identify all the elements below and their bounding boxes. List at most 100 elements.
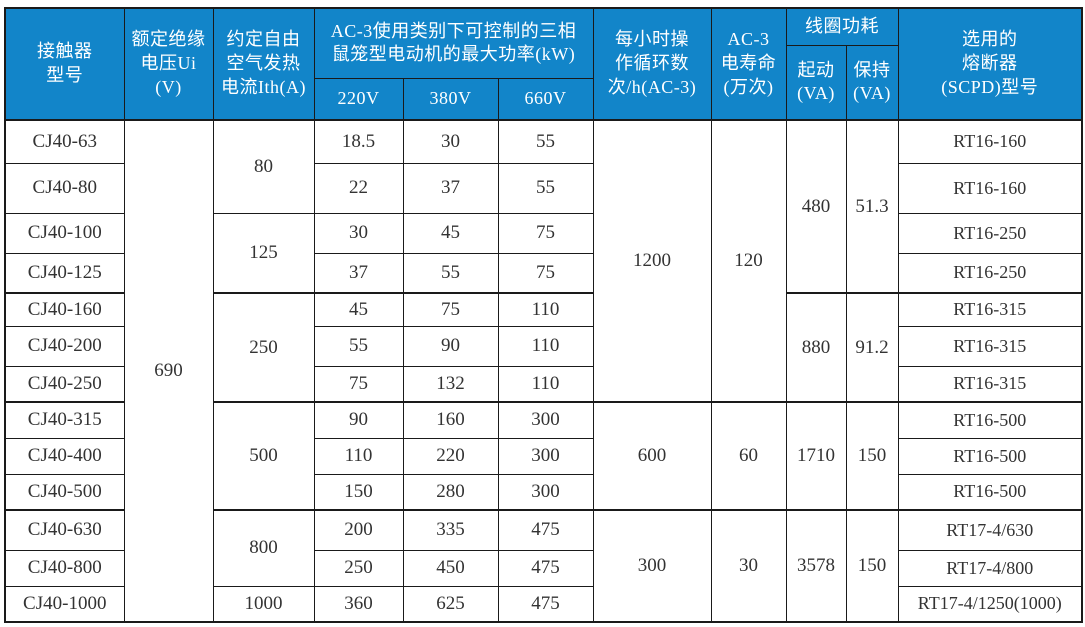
- cell-fuse: RT16-250: [897, 252, 1083, 294]
- cell-kw-660: 110: [497, 292, 594, 327]
- cell-model: CJ40-250: [4, 365, 125, 403]
- cell-kw-380: 450: [402, 549, 499, 587]
- table-row: CJ40-250 75 132 110 RT16-315: [4, 365, 1083, 403]
- cell-kw-660: 475: [497, 585, 594, 623]
- header-row-2: 起动 (VA) 保持 (VA): [5, 44, 1082, 121]
- cell-model: CJ40-80: [4, 162, 125, 214]
- cell-kw-220: 200: [313, 509, 404, 551]
- cell-kw-380: 160: [402, 401, 499, 439]
- cell-kw-380: 280: [402, 473, 499, 511]
- table-header: 接触器 型号 额定绝缘 电压Ui (V) 约定自由 空气发热 电流Ith(A) …: [4, 7, 1083, 121]
- cell-kw-220: 18.5: [313, 119, 404, 164]
- cell-kw-380: 45: [402, 212, 499, 254]
- header-660v: 660V: [497, 77, 594, 121]
- cell-kw-660: 300: [497, 473, 594, 511]
- cell-thermal-current: 125: [212, 212, 315, 294]
- cell-electrical-life: 60: [710, 401, 787, 511]
- cell-coil-hold: 150: [845, 509, 899, 623]
- cell-coil-start: 1710: [785, 401, 847, 511]
- cell-kw-380: 90: [402, 325, 499, 367]
- cell-fuse: RT16-315: [897, 292, 1083, 327]
- table-row: CJ40-80 22 37 55 RT16-160: [4, 162, 1083, 214]
- cell-kw-220: 55: [313, 325, 404, 367]
- header-220v: 220V: [313, 77, 404, 121]
- cell-kw-220: 360: [313, 585, 404, 623]
- cell-fuse: RT17-4/1250(1000): [897, 585, 1083, 623]
- cell-fuse: RT17-4/630: [897, 509, 1083, 551]
- cell-fuse: RT16-500: [897, 401, 1083, 439]
- header-coil-hold: 保持 (VA): [845, 44, 899, 121]
- cell-kw-380: 37: [402, 162, 499, 214]
- table-row: CJ40-200 55 90 110 RT16-315: [4, 325, 1083, 367]
- cell-cycles: 300: [592, 509, 712, 623]
- cell-fuse: RT16-500: [897, 437, 1083, 475]
- cell-kw-380: 55: [402, 252, 499, 294]
- cell-electrical-life: 120: [710, 119, 787, 403]
- cell-kw-220: 30: [313, 212, 404, 254]
- table-row: CJ40-1000 1000 360 625 475 RT17-4/1250(1…: [4, 585, 1083, 623]
- cell-coil-hold: 51.3: [845, 119, 899, 294]
- cell-kw-660: 55: [497, 162, 594, 214]
- cell-cycles: 1200: [592, 119, 712, 403]
- header-electrical-life: AC-3 电寿命 (万次): [710, 7, 787, 121]
- table-row: CJ40-630 800 200 335 475 300 30 3578 150…: [4, 509, 1083, 623]
- cell-model: CJ40-63: [4, 119, 125, 164]
- cell-model: CJ40-125: [4, 252, 125, 294]
- cell-kw-660: 475: [497, 549, 594, 587]
- cell-fuse: RT16-500: [897, 473, 1083, 511]
- cell-kw-220: 37: [313, 252, 404, 294]
- cell-thermal-current: 500: [212, 401, 315, 511]
- cell-kw-660: 475: [497, 509, 594, 551]
- header-kw-group: AC-3使用类别下可控制的三相 鼠笼型电动机的最大功率(kW): [313, 7, 594, 79]
- cell-fuse: RT16-160: [897, 119, 1083, 164]
- cell-fuse: RT16-160: [897, 162, 1083, 214]
- cell-kw-380: 625: [402, 585, 499, 623]
- table-row: CJ40-63 690 80 18.5 30 55 1200 120 480 5…: [4, 119, 1083, 623]
- cell-thermal-current: 80: [212, 119, 315, 214]
- header-row-1: 接触器 型号 额定绝缘 电压Ui (V) 约定自由 空气发热 电流Ith(A) …: [4, 7, 1083, 121]
- cell-fuse: RT17-4/800: [897, 549, 1083, 587]
- header-row-3: 220V 380V 660V: [5, 77, 1082, 121]
- cell-electrical-life: 30: [710, 509, 787, 623]
- cell-fuse: RT16-315: [897, 325, 1083, 367]
- cell-model: CJ40-315: [4, 401, 125, 439]
- cell-kw-220: 250: [313, 549, 404, 587]
- cell-coil-hold: 150: [845, 401, 899, 511]
- cell-coil-start: 880: [785, 292, 847, 403]
- header-cycles: 每小时操 作循环数 次/h(AC-3): [592, 7, 712, 121]
- cell-cycles: 600: [592, 401, 712, 511]
- table-body: CJ40-63 690 80 18.5 30 55 1200 120 480 5…: [4, 119, 1083, 623]
- cell-kw-660: 110: [497, 325, 594, 367]
- header-fuse: 选用的 熔断器 (SCPD)型号: [897, 7, 1083, 121]
- header-thermal-current: 约定自由 空气发热 电流Ith(A): [212, 7, 315, 121]
- header-380v: 380V: [402, 77, 499, 121]
- header-coil-power-group: 线圈功耗: [785, 7, 899, 46]
- header-coil-start: 起动 (VA): [785, 44, 847, 121]
- cell-kw-380: 220: [402, 437, 499, 475]
- cell-kw-380: 30: [402, 119, 499, 164]
- cell-kw-660: 75: [497, 252, 594, 294]
- cell-kw-220: 75: [313, 365, 404, 403]
- cell-kw-380: 75: [402, 292, 499, 327]
- cell-coil-start: 3578: [785, 509, 847, 623]
- cell-kw-380: 335: [402, 509, 499, 551]
- cell-kw-660: 55: [497, 119, 594, 164]
- cell-coil-start: 480: [785, 119, 847, 294]
- cell-kw-660: 110: [497, 365, 594, 403]
- header-model: 接触器 型号: [4, 7, 125, 121]
- table-row: CJ40-125 37 55 75 RT16-250: [4, 252, 1083, 294]
- cell-kw-220: 90: [313, 401, 404, 439]
- cell-kw-220: 110: [313, 437, 404, 475]
- cell-coil-hold: 91.2: [845, 292, 899, 403]
- cell-kw-660: 75: [497, 212, 594, 254]
- contactor-spec-table: 接触器 型号 额定绝缘 电压Ui (V) 约定自由 空气发热 电流Ith(A) …: [4, 7, 1083, 623]
- cell-kw-220: 150: [313, 473, 404, 511]
- cell-rated-voltage: 690: [123, 119, 214, 623]
- cell-kw-220: 22: [313, 162, 404, 214]
- cell-thermal-current: 800: [212, 509, 315, 587]
- cell-model: CJ40-800: [4, 549, 125, 587]
- header-rated-voltage: 额定绝缘 电压Ui (V): [123, 7, 214, 121]
- cell-fuse: RT16-315: [897, 365, 1083, 403]
- cell-thermal-current: 250: [212, 292, 315, 403]
